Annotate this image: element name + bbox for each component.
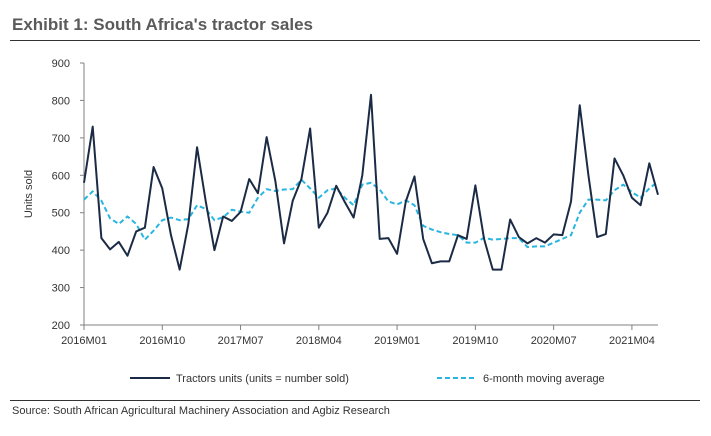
legend: Tractors units (units = number sold) 6-mo…	[130, 373, 605, 385]
y-tick-label: 700	[52, 133, 70, 145]
legend-label-moving-average: 6-month moving average	[483, 373, 605, 385]
y-axis-label: Units sold	[23, 170, 35, 218]
x-tick-label: 2021M04	[609, 335, 655, 347]
y-tick-label: 800	[52, 95, 70, 107]
y-tick-label: 200	[52, 320, 70, 332]
x-tick-label: 2018M04	[296, 335, 342, 347]
series-line-moving-average	[83, 178, 659, 249]
source-note: Source: South African Agricultural Machi…	[12, 405, 390, 417]
series-layer	[83, 93, 659, 271]
y-tick-label: 600	[52, 170, 70, 182]
y-tick-label: 500	[52, 208, 70, 220]
series-line-tractor-units	[83, 93, 659, 271]
x-tick-label: 2017M07	[218, 335, 264, 347]
y-tick-label: 400	[52, 245, 70, 257]
x-tick-label: 2019M10	[452, 335, 498, 347]
chart-title: Exhibit 1: South Africa's tractor sales	[12, 15, 313, 34]
chart: 200 300 400 500 600 700 800 900 Units sold 2016M0…	[23, 58, 659, 385]
x-tick-label: 2016M01	[61, 335, 107, 347]
x-tick-label: 2020M07	[531, 335, 577, 347]
title-rule	[10, 40, 700, 41]
source-rule	[10, 400, 700, 401]
legend-label-tractor-units: Tractors units (units = number sold)	[176, 373, 349, 385]
x-tick-label: 2019M01	[374, 335, 420, 347]
y-tick-label: 300	[52, 283, 70, 295]
axes: 200 300 400 500 600 700 800 900 Units sold 2016M0…	[23, 58, 658, 347]
y-tick-label: 900	[52, 58, 70, 70]
x-tick-label: 2016M10	[139, 335, 185, 347]
